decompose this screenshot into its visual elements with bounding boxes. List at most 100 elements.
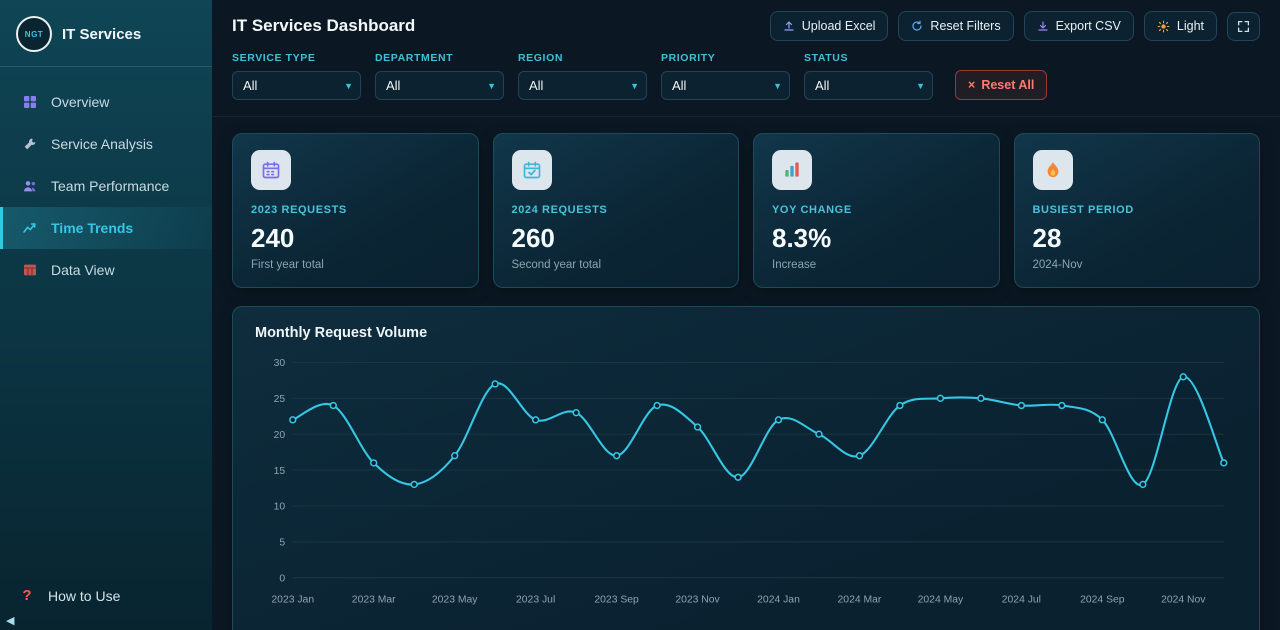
chart-title: Monthly Request Volume	[255, 325, 428, 341]
chart-point[interactable]	[693, 423, 702, 431]
sun-icon	[1157, 20, 1170, 33]
chart-point[interactable]	[410, 480, 418, 489]
chart-point[interactable]	[531, 416, 540, 424]
sidebar-item-team-performance[interactable]: Team Performance	[0, 165, 212, 207]
sidebar-item-data-view[interactable]: Data View	[0, 249, 212, 291]
chart-point[interactable]	[1058, 401, 1066, 410]
reset-all-label: Reset All	[981, 78, 1035, 92]
chart-point[interactable]	[1139, 480, 1147, 489]
y-tick-label: 10	[274, 502, 286, 513]
filter-label: PRIORITY	[661, 52, 716, 64]
reset-icon	[911, 20, 923, 32]
calendar-icon	[251, 150, 291, 190]
chart-point[interactable]	[451, 452, 459, 460]
sidebar-item-time-trends[interactable]: Time Trends	[0, 207, 212, 249]
region-select[interactable]: All	[518, 71, 647, 100]
chart-point[interactable]	[1098, 416, 1107, 424]
fullscreen-button[interactable]	[1227, 11, 1260, 41]
table-icon	[21, 261, 39, 279]
x-tick-label: 2023 Jul	[516, 594, 555, 605]
stat-value: 28	[1032, 223, 1062, 253]
y-tick-label: 15	[274, 466, 286, 477]
filter-region: REGION All ▼	[518, 52, 647, 100]
how-to-use-button[interactable]: ? How to Use	[18, 587, 194, 604]
sidebar-item-label: Data View	[51, 262, 115, 278]
monthly-request-volume-card: Monthly Request Volume 0 5 10 15 20 25 30 2023 …	[232, 306, 1260, 630]
chart-point[interactable]	[612, 452, 621, 460]
chart-point[interactable]	[855, 452, 864, 460]
logo-text: NGT	[24, 29, 44, 39]
wrench-icon	[21, 135, 39, 153]
x-tick-label: 2024 Jan	[757, 594, 800, 605]
chart-point[interactable]	[1179, 373, 1187, 381]
stat-label: BUSIEST PERIOD	[1032, 204, 1134, 216]
chart-point[interactable]	[653, 401, 661, 410]
department-select[interactable]: All	[375, 71, 504, 100]
filter-label: REGION	[518, 52, 564, 64]
app-title: IT Services	[62, 25, 142, 43]
export-icon	[1037, 20, 1049, 32]
priority-select[interactable]: All	[661, 71, 790, 100]
sidebar-item-label: Team Performance	[51, 178, 170, 194]
filter-label: STATUS	[804, 52, 849, 64]
stat-value: 8.3%	[772, 223, 832, 253]
stats-row: 2023 REQUESTS 240 First year total 2024 …	[232, 133, 1260, 288]
sidebar-item-overview[interactable]: Overview	[0, 81, 212, 123]
theme-toggle-label: Light	[1176, 19, 1204, 33]
chart-point[interactable]	[1017, 401, 1026, 410]
y-tick-label: 20	[274, 430, 286, 441]
y-tick-label: 30	[274, 358, 286, 369]
chart-point[interactable]	[815, 430, 823, 438]
chart-point[interactable]	[734, 473, 742, 481]
filter-label: SERVICE TYPE	[232, 52, 316, 64]
y-tick-label: 0	[279, 574, 285, 585]
service-type-select[interactable]: All	[232, 71, 361, 100]
reset-filters-button[interactable]: Reset Filters	[898, 11, 1014, 41]
logo-row: NGT IT Services	[0, 0, 212, 67]
stat-card-2023-requests: 2023 REQUESTS 240 First year total	[232, 133, 479, 288]
sidebar: NGT IT Services Overview Service Analysi…	[0, 0, 212, 630]
sidebar-item-service-analysis[interactable]: Service Analysis	[0, 123, 212, 165]
stat-subtext: 2024-Nov	[1032, 259, 1083, 271]
chart-point[interactable]	[1220, 459, 1228, 467]
fullscreen-icon	[1237, 20, 1250, 32]
export-csv-button[interactable]: Export CSV	[1023, 11, 1134, 41]
chart-point[interactable]	[572, 408, 580, 417]
sidebar-item-label: Time Trends	[51, 220, 134, 236]
stat-card-2024-requests: 2024 REQUESTS 260 Second year total	[492, 133, 739, 288]
stat-label: 2024 REQUESTS	[511, 204, 608, 216]
page-title: IT Services Dashboard	[232, 16, 416, 35]
chart-point[interactable]	[370, 459, 378, 467]
filter-status: STATUS All ▼	[804, 52, 933, 100]
filter-department: DEPARTMENT All ▼	[375, 52, 504, 100]
chart-line	[291, 375, 1225, 486]
chart-point[interactable]	[329, 401, 337, 410]
collapse-icon: ◀	[6, 615, 15, 627]
chart-point[interactable]	[491, 380, 499, 388]
filter-priority: PRIORITY All ▼	[661, 52, 790, 100]
reset-all-button[interactable]: × Reset All	[955, 70, 1048, 100]
chart-point[interactable]	[936, 394, 945, 403]
stat-card-yoy-change: YOY CHANGE 8.3% Increase	[753, 133, 1000, 288]
stat-value: 240	[251, 223, 295, 253]
x-tick-label: 2024 Mar	[838, 594, 882, 605]
chart-point[interactable]	[977, 394, 985, 403]
stat-label: 2023 REQUESTS	[251, 204, 347, 216]
status-select[interactable]: All	[804, 71, 933, 100]
upload-excel-button[interactable]: Upload Excel	[769, 11, 889, 41]
calendar-check-icon	[511, 150, 552, 190]
x-tick-label: 2024 May	[918, 594, 964, 605]
monthly-request-volume-chart: 0 5 10 15 20 25 30 2023 Jan 2023 Mar 2023 May 2023…	[271, 358, 1228, 605]
chart-point[interactable]	[289, 416, 297, 424]
y-tick-label: 25	[274, 394, 286, 405]
upload-excel-label: Upload Excel	[801, 19, 876, 33]
filter-label: DEPARTMENT	[375, 52, 454, 64]
people-icon	[21, 177, 39, 195]
chart-point[interactable]	[774, 416, 783, 424]
stat-card-busiest-period: BUSIEST PERIOD 28 2024-Nov	[1013, 133, 1260, 288]
theme-toggle-button[interactable]: Light	[1143, 11, 1217, 41]
content-area: 2023 REQUESTS 240 First year total 2024 …	[212, 117, 1280, 630]
chart-point[interactable]	[896, 401, 904, 410]
x-tick-label: 2023 Mar	[352, 594, 396, 605]
collapse-sidebar-button[interactable]: ◀	[6, 614, 14, 627]
